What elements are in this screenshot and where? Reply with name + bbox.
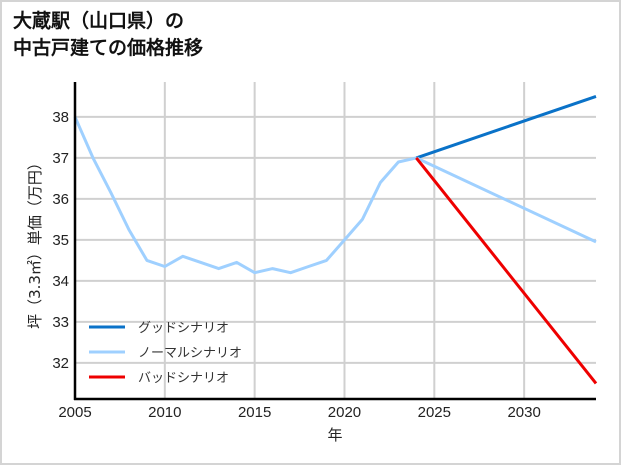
- y-axis-label: 坪（3.3㎡）単価（万円）: [26, 155, 44, 329]
- x-tick-label: 2030: [507, 404, 540, 421]
- legend-label: バッドシナリオ: [138, 371, 229, 386]
- chart-title-line2: 中古戸建ての価格推移: [13, 37, 204, 59]
- y-tick-label: 36: [52, 191, 69, 208]
- chart-title: 大蔵駅（山口県）の 中古戸建ての価格推移: [13, 8, 203, 62]
- series-line-2: [415, 156, 597, 244]
- y-tick-label: 32: [52, 355, 69, 372]
- x-tick-label: 2005: [58, 404, 91, 421]
- legend-label: グッドシナリオ: [138, 321, 229, 336]
- data-lines: [73, 94, 598, 385]
- series-line-1: [415, 94, 597, 160]
- series-line-3: [415, 156, 598, 385]
- y-tick-label: 38: [52, 109, 69, 126]
- x-tick-label: 2015: [238, 404, 271, 421]
- series-line-0: [73, 116, 417, 275]
- x-tick-label: 2010: [148, 404, 181, 421]
- axes: [73, 82, 596, 401]
- tick-labels: 32 33 34 35 36 37 38 2005 2010 2015 2020 2025 2030: [52, 109, 541, 421]
- x-tick-label: 2025: [418, 404, 451, 421]
- y-tick-label: 34: [52, 273, 69, 290]
- y-tick-label: 33: [52, 314, 69, 331]
- x-axis-label: 年: [327, 426, 342, 444]
- chart-title-line1: 大蔵駅（山口県）の: [13, 10, 185, 32]
- x-tick-label: 2020: [328, 404, 361, 421]
- legend-label: ノーマルシナリオ: [138, 346, 242, 361]
- y-tick-label: 35: [52, 232, 69, 249]
- y-tick-label: 37: [52, 150, 69, 167]
- gridlines: [74, 82, 596, 399]
